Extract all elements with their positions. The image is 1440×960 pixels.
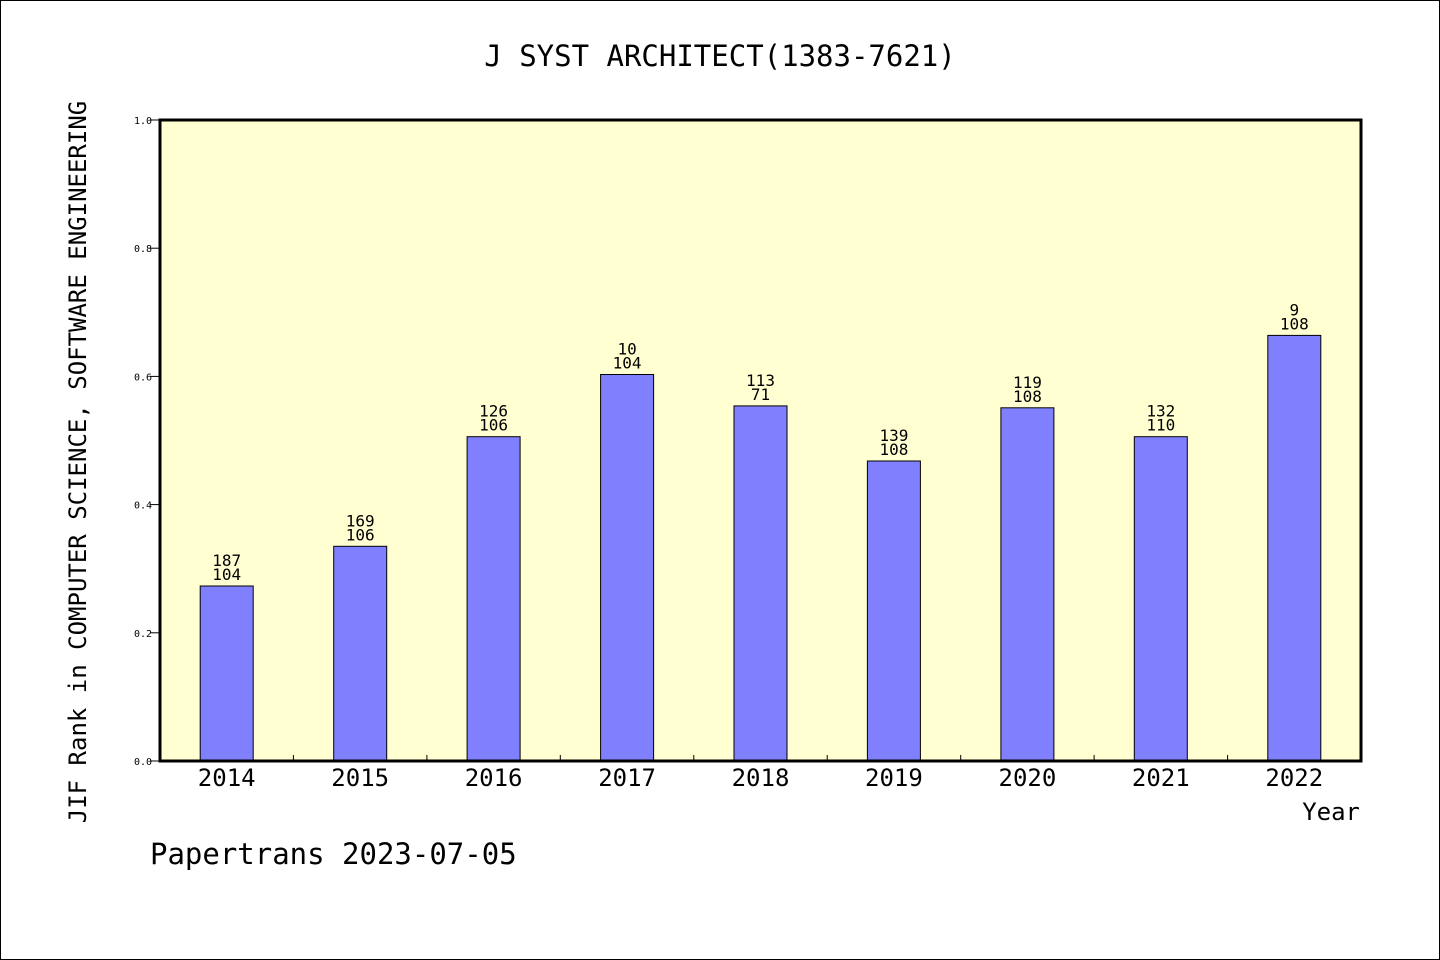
total-label-2022: 108 xyxy=(1280,314,1309,333)
x-axis: 2014 2015 2016 2017 2018 2019 2020 2021 2022 xyxy=(198,755,1323,792)
bar-2014 xyxy=(199,585,254,762)
total-label-2019: 108 xyxy=(879,440,908,459)
bar-2019 xyxy=(866,460,921,762)
total-label-2021: 110 xyxy=(1146,416,1175,435)
chart-title: J SYST ARCHITECT(1383-7621) xyxy=(484,39,955,73)
total-label-2016: 106 xyxy=(479,416,508,435)
rank-label-2018: 113 xyxy=(746,371,775,390)
x-tick-label-2020: 2020 xyxy=(999,764,1057,792)
y-axis: 0.0 0.2 0.4 0.6 0.8 1.0 xyxy=(134,116,160,768)
rank-label-2020: 119 xyxy=(1013,373,1042,392)
bars-group xyxy=(199,334,1322,762)
bar-2016 xyxy=(466,436,521,762)
bar-2021 xyxy=(1133,436,1188,762)
bar-2022 xyxy=(1267,334,1322,762)
total-label-2014: 104 xyxy=(212,565,241,584)
x-tick-label-2021: 2021 xyxy=(1132,764,1190,792)
y-tick-label: 0.2 xyxy=(134,629,152,640)
bar-2015 xyxy=(333,545,388,762)
footer-credit: Papertrans 2023-07-05 xyxy=(150,837,517,871)
rank-label-2016: 126 xyxy=(479,402,508,421)
x-tick-label-2017: 2017 xyxy=(598,764,656,792)
x-tick-label-2014: 2014 xyxy=(198,764,256,792)
rank-label-2019: 139 xyxy=(879,426,908,445)
x-tick-label-2015: 2015 xyxy=(331,764,389,792)
y-axis-label: JIF Rank in COMPUTER SCIENCE, SOFTWARE E… xyxy=(64,101,92,823)
plot-frame xyxy=(158,118,1363,763)
x-tick-label-2022: 2022 xyxy=(1265,764,1323,792)
y-tick-label: 0.6 xyxy=(134,372,152,383)
y-tick-label: 0.8 xyxy=(134,244,152,255)
bar-2017 xyxy=(600,374,655,762)
bar-2018 xyxy=(733,405,788,762)
rank-label-2014: 187 xyxy=(212,551,241,570)
total-label-2015: 106 xyxy=(346,525,375,544)
x-tick-label-2018: 2018 xyxy=(732,764,790,792)
rank-label-2017: 10 xyxy=(617,340,636,359)
total-label-2018: 71 xyxy=(751,385,770,404)
x-axis-label: Year xyxy=(1302,798,1360,826)
y-tick-label: 0.0 xyxy=(134,757,152,768)
rank-label-2015: 169 xyxy=(346,511,375,530)
rank-label-2022: 9 xyxy=(1289,300,1299,319)
bar-2020 xyxy=(1000,407,1055,762)
data-labels-group: 1871041691061261061010411371139108119108… xyxy=(212,300,1309,584)
total-label-2017: 104 xyxy=(613,354,642,373)
x-tick-label-2016: 2016 xyxy=(465,764,523,792)
y-tick-label: 0.4 xyxy=(134,501,152,512)
total-label-2020: 108 xyxy=(1013,387,1042,406)
y-tick-label: 1.0 xyxy=(134,116,152,127)
rank-label-2021: 132 xyxy=(1146,402,1175,421)
x-tick-label-2019: 2019 xyxy=(865,764,923,792)
